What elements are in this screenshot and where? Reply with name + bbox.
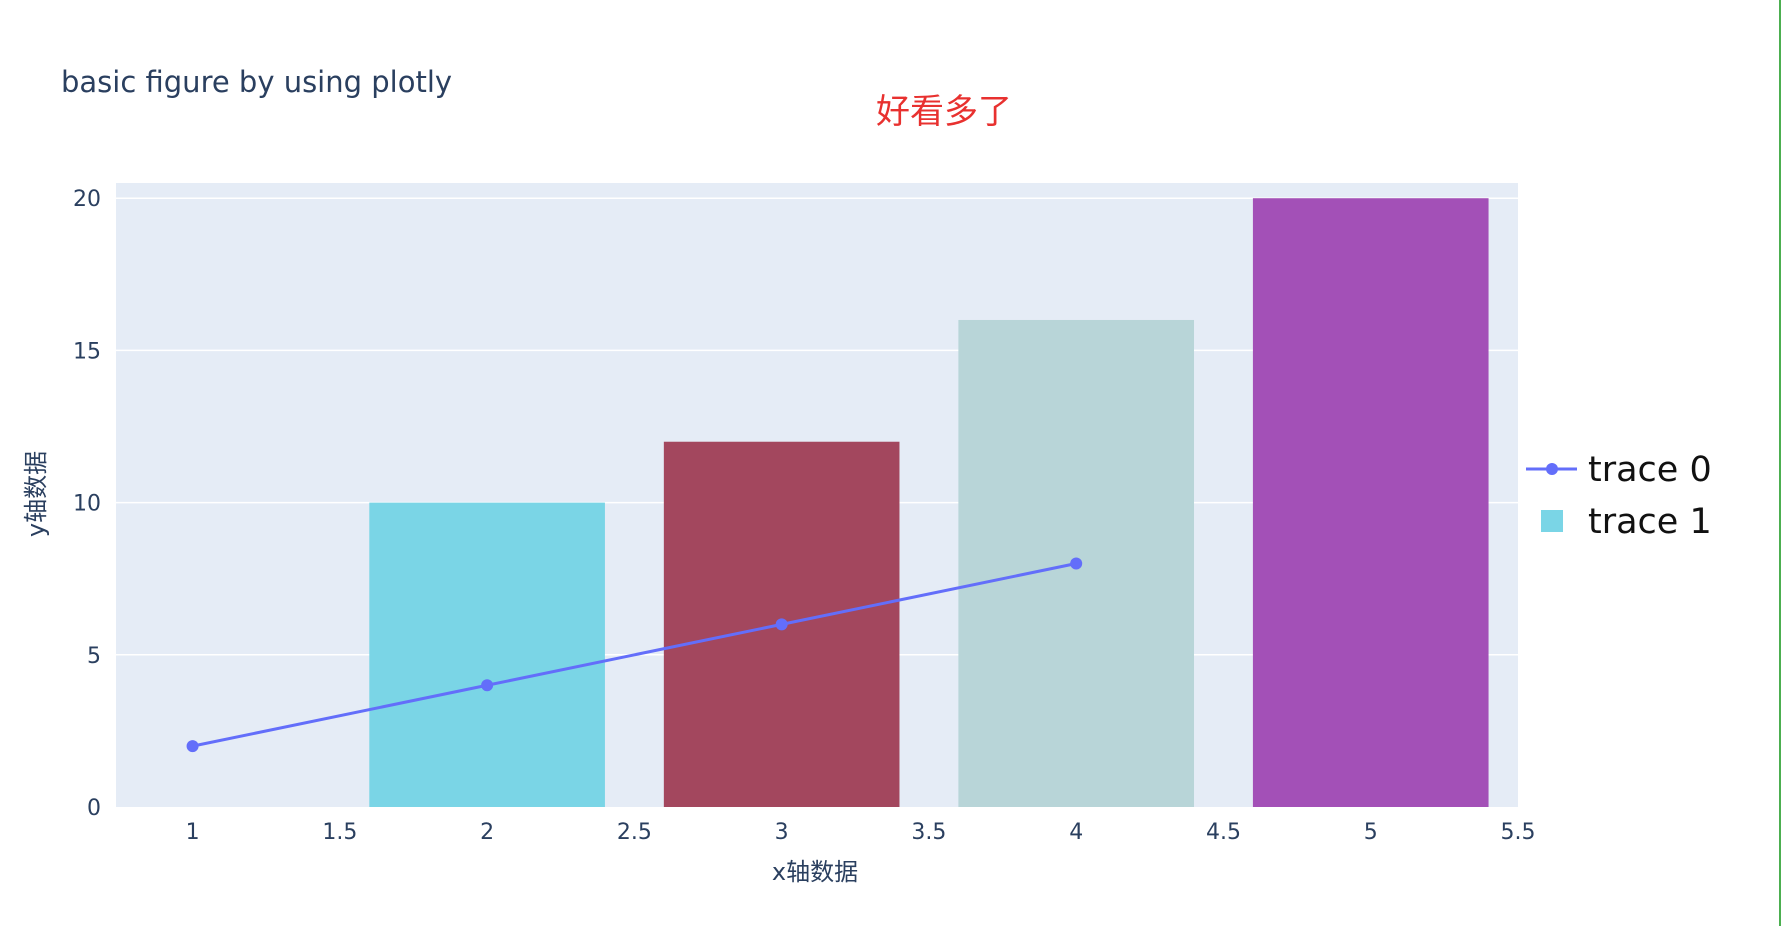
y-tick-label: 5 bbox=[87, 644, 101, 669]
line-series bbox=[186, 557, 1083, 753]
x-axis-ticks: 1 1.5 2 2.5 3 3.5 4 4.5 5 5.5 bbox=[186, 820, 1536, 845]
chart-title: basic figure by using plotly bbox=[61, 65, 452, 99]
chart-annotation: 好看多了 bbox=[876, 92, 1012, 132]
x-tick-label: 2 bbox=[480, 820, 494, 845]
x-tick-label: 5 bbox=[1364, 820, 1378, 845]
legend-marker bbox=[1546, 463, 1558, 475]
x-tick-label: 1 bbox=[186, 820, 200, 845]
line-point[interactable] bbox=[481, 679, 494, 692]
bar[interactable] bbox=[369, 502, 605, 807]
x-axis-label: x轴数据 bbox=[772, 858, 858, 886]
line-point[interactable] bbox=[775, 618, 788, 631]
y-axis-ticks: 0 5 10 15 20 bbox=[73, 187, 101, 821]
bar[interactable] bbox=[1252, 198, 1489, 808]
y-tick-label: 0 bbox=[87, 796, 101, 821]
x-tick-label: 3.5 bbox=[911, 820, 946, 845]
panel-edge-line bbox=[1779, 0, 1781, 926]
x-tick-label: 4.5 bbox=[1206, 820, 1241, 845]
y-tick-label: 20 bbox=[73, 187, 101, 212]
x-tick-label: 2.5 bbox=[617, 820, 652, 845]
legend: trace 0 trace 1 bbox=[1526, 450, 1712, 542]
legend-label[interactable]: trace 1 bbox=[1588, 502, 1712, 542]
legend-bar-swatch bbox=[1541, 510, 1563, 532]
y-tick-label: 10 bbox=[73, 492, 101, 517]
line-point[interactable] bbox=[1070, 557, 1083, 570]
line-point[interactable] bbox=[186, 740, 199, 753]
series-line[interactable] bbox=[192, 562, 1077, 748]
x-tick-label: 5.5 bbox=[1501, 820, 1536, 845]
x-tick-label: 1.5 bbox=[322, 820, 357, 845]
legend-label[interactable]: trace 0 bbox=[1588, 450, 1712, 490]
x-tick-label: 4 bbox=[1069, 820, 1083, 845]
bar-series bbox=[369, 198, 1489, 808]
y-axis-label: y轴数据 bbox=[22, 451, 50, 537]
x-tick-label: 3 bbox=[775, 820, 789, 845]
y-tick-label: 15 bbox=[73, 339, 101, 364]
